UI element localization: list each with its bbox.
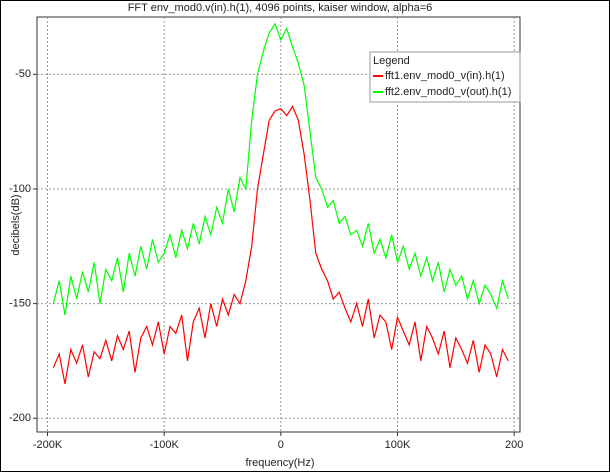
chart-title: FFT env_mod0.v(in).h(1), 4096 points, ka…	[128, 2, 433, 14]
y-tick-label: -150	[9, 298, 31, 310]
y-tick-label: -50	[15, 68, 31, 80]
series-line	[52, 105, 509, 385]
series-line	[52, 22, 509, 316]
legend-label: fft1.env_mod0_v(in).h(1)	[385, 70, 505, 82]
x-tick-label: 0	[278, 439, 284, 451]
y-tick-label: -100	[9, 183, 31, 195]
x-tick-label: 200	[505, 439, 523, 451]
x-tick-label: -200K	[33, 439, 63, 451]
x-tick-label: -100K	[149, 439, 179, 451]
x-tick-label: 100K	[385, 439, 411, 451]
y-tick-label: -200	[9, 412, 31, 424]
legend-title: Legend	[373, 55, 410, 67]
x-axis-label: frequency(Hz)	[245, 457, 314, 469]
legend-box	[369, 51, 521, 103]
legend-label: fft2.env_mod0_v(out).h(1)	[385, 86, 511, 98]
y-axis-label: decibels(dB)	[10, 194, 22, 255]
